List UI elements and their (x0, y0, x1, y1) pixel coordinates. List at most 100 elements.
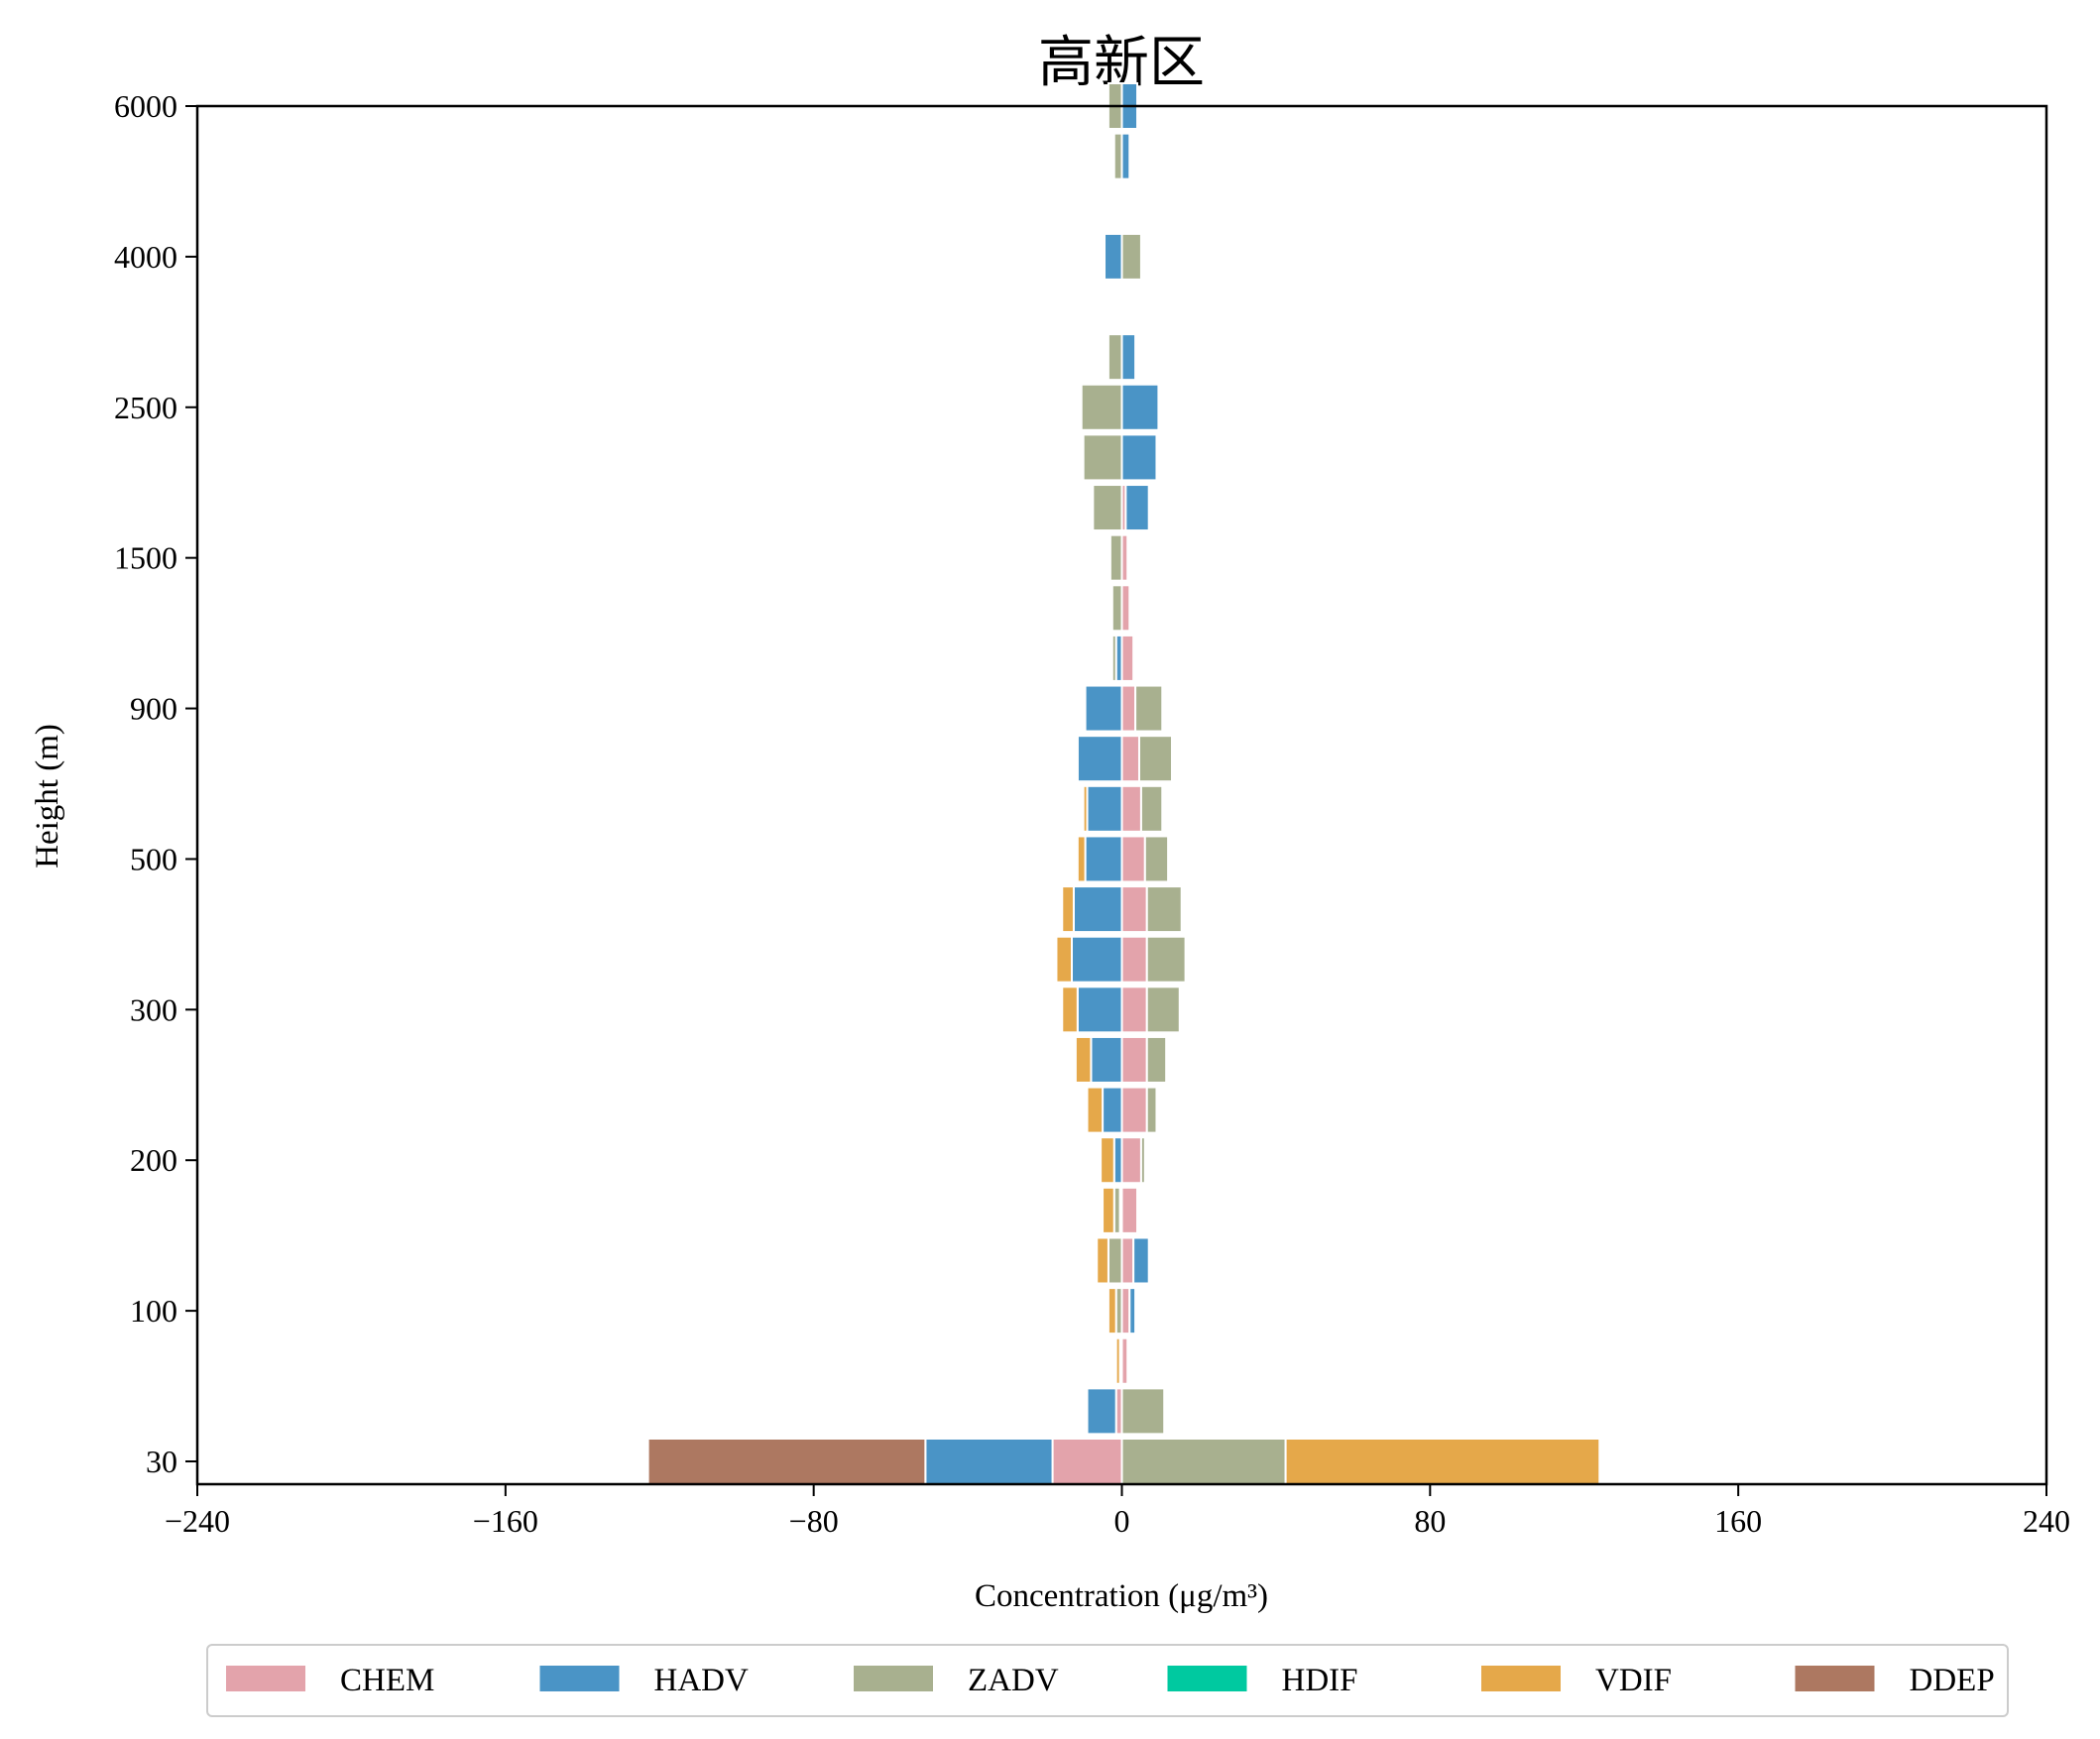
bar-hadv-level-4 (1132, 1236, 1150, 1285)
bar-zadv-level-4 (1107, 1236, 1123, 1285)
bar-zadv-level-17 (1110, 584, 1123, 633)
y-tick-label: 200 (130, 1142, 177, 1178)
bar-chem-level-8 (1120, 1035, 1148, 1084)
x-tick-label: 80 (1414, 1503, 1446, 1539)
bar-zadv-level-0 (1120, 1438, 1287, 1485)
bar-hadv-level-26 (1120, 132, 1131, 180)
bar-chem-level-0 (1051, 1438, 1123, 1485)
y-tick-label: 900 (130, 691, 177, 727)
bar-zadv-level-6 (1139, 1136, 1146, 1185)
bar-chem-level-11 (1120, 885, 1148, 934)
legend-label-vdif: VDIF (1595, 1663, 1672, 1698)
bar-zadv-level-1 (1120, 1387, 1166, 1436)
bar-zadv-level-18 (1108, 533, 1123, 582)
x-tick-label: 160 (1714, 1503, 1762, 1539)
bar-hadv-level-14 (1076, 735, 1123, 783)
bar-zadv-level-8 (1145, 1035, 1168, 1084)
bar-vdif-level-11 (1061, 885, 1075, 934)
y-axis-label: Height (m) (30, 724, 65, 869)
bar-hadv-level-9 (1076, 985, 1123, 1034)
bar-hadv-level-19 (1124, 484, 1150, 532)
bar-hadv-level-12 (1084, 835, 1123, 883)
bar-zadv-level-24 (1120, 232, 1142, 281)
bar-zadv-level-14 (1137, 735, 1174, 783)
bar-hadv-level-21 (1120, 383, 1160, 431)
bar-chem-level-13 (1120, 784, 1142, 833)
bar-hadv-level-0 (924, 1438, 1054, 1485)
legend-swatch-vdif (1481, 1666, 1561, 1691)
bar-vdif-level-6 (1100, 1136, 1115, 1185)
bar-chem-level-3 (1120, 1287, 1131, 1335)
bar-chem-level-12 (1120, 835, 1146, 883)
bar-vdif-level-5 (1102, 1186, 1115, 1234)
bar-hadv-level-8 (1090, 1035, 1123, 1084)
bar-hadv-level-13 (1086, 784, 1123, 833)
legend-frame (206, 1644, 2009, 1717)
legend-label-zadv: ZADV (968, 1663, 1059, 1698)
bar-vdif-level-3 (1107, 1287, 1117, 1335)
legend-swatch-zadv (854, 1666, 933, 1691)
bar-chem-level-14 (1120, 735, 1140, 783)
bar-zadv-level-15 (1134, 684, 1164, 733)
bar-hadv-level-15 (1084, 684, 1123, 733)
bar-zadv-level-7 (1145, 1086, 1158, 1134)
bar-hadv-level-20 (1120, 433, 1158, 482)
bar-vdif-level-4 (1096, 1236, 1109, 1285)
bar-hadv-level-3 (1128, 1287, 1137, 1335)
bar-vdif-level-13 (1082, 784, 1089, 833)
bar-vdif-level-0 (1284, 1438, 1601, 1485)
bar-chem-level-15 (1120, 684, 1137, 733)
bar-zadv-level-19 (1092, 484, 1123, 532)
legend-label-chem: CHEM (340, 1663, 434, 1698)
bar-zadv-level-20 (1082, 433, 1123, 482)
y-tick-label: 2500 (114, 390, 177, 425)
legend-swatch-ddep (1795, 1666, 1875, 1691)
bar-chem-level-7 (1120, 1086, 1148, 1134)
bar-hadv-level-10 (1070, 935, 1123, 984)
bar-zadv-level-2 (1126, 1336, 1131, 1385)
y-tick-label: 300 (130, 991, 177, 1027)
bar-vdif-level-7 (1086, 1086, 1105, 1134)
bar-vdif-level-2 (1114, 1336, 1121, 1385)
bar-hadv-level-6 (1112, 1136, 1123, 1185)
y-tick-label: 4000 (114, 239, 177, 275)
x-tick-label: 0 (1114, 1503, 1130, 1539)
axes-group: −240 −160 −80 0 80 160 240 30 100 200 300 500 900 150… (114, 88, 2070, 1539)
bar-ddep-level-0 (646, 1438, 927, 1485)
bar-hadv-level-18 (1126, 533, 1131, 582)
bar-zadv-level-13 (1139, 784, 1164, 833)
bar-vdif-level-10 (1055, 935, 1073, 984)
bar-vdif-level-12 (1076, 835, 1087, 883)
legend-label-hadv: HADV (654, 1663, 749, 1698)
y-tick-label: 500 (130, 841, 177, 876)
bar-chem-level-9 (1120, 985, 1148, 1034)
bar-chem-level-4 (1120, 1236, 1135, 1285)
x-tick-label: −80 (789, 1503, 839, 1539)
y-tick-label: 6000 (114, 88, 177, 124)
y-tick-label: 100 (130, 1293, 177, 1329)
x-tick-label: −240 (165, 1503, 230, 1539)
bar-zadv-level-10 (1145, 935, 1187, 984)
bar-zadv-level-9 (1145, 985, 1181, 1034)
x-axis-label: Concentration (μg/m³) (975, 1578, 1268, 1614)
legend-swatch-hdif (1167, 1666, 1247, 1691)
x-tick-label: 240 (2023, 1503, 2070, 1539)
bar-chem-level-5 (1120, 1186, 1139, 1234)
bar-chem-level-6 (1120, 1136, 1142, 1185)
y-tick-label: 30 (146, 1444, 177, 1479)
bar-hadv-level-7 (1102, 1086, 1123, 1134)
bar-zadv-level-16 (1110, 634, 1117, 682)
bar-zadv-level-21 (1080, 383, 1123, 431)
bar-chem-level-16 (1120, 634, 1135, 682)
y-tick-label: 1500 (114, 540, 177, 576)
bar-vdif-level-9 (1061, 985, 1079, 1034)
legend-label-ddep: DDEP (1910, 1663, 1995, 1698)
bar-hadv-level-1 (1086, 1387, 1117, 1436)
legend: CHEM HADV ZADV HDIF VDIF DDEP (206, 1644, 2009, 1717)
bar-vdif-level-14 (1074, 735, 1079, 783)
bar-zadv-level-23 (1120, 283, 1125, 331)
legend-swatch-chem (226, 1666, 305, 1691)
bar-zadv-level-12 (1143, 835, 1170, 883)
bar-chem-level-10 (1120, 935, 1148, 984)
